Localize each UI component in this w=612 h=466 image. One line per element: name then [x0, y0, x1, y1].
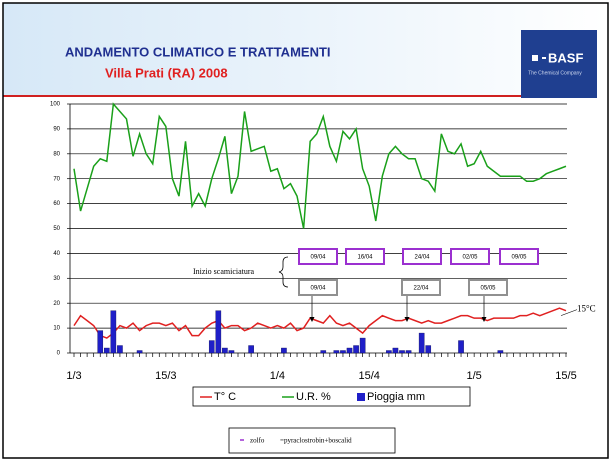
logo-name: BASF: [548, 50, 583, 65]
y-tick-label: 90: [53, 126, 60, 132]
zolfo-date: 16/04: [357, 255, 373, 261]
bar: [346, 347, 353, 354]
bar: [333, 350, 340, 354]
bar: [136, 350, 143, 354]
reference-line: [560, 309, 578, 316]
legend-label: U.R. %: [296, 391, 331, 403]
x-tick-label: 15/4: [358, 370, 379, 382]
bar: [405, 350, 412, 354]
bar: [97, 330, 104, 354]
bar: [392, 347, 399, 354]
zolfo-box: [499, 248, 539, 265]
x-tick-label: 15/3: [155, 370, 176, 382]
x-tick-label: 1/5: [467, 370, 482, 382]
bar: [228, 350, 235, 354]
arrow-head: [309, 317, 315, 322]
zolfo-box: [345, 248, 385, 265]
y-tick-label: 40: [53, 251, 60, 257]
bar: [340, 350, 346, 354]
zolfo-box: [450, 248, 490, 265]
zolfo-box: [298, 248, 338, 265]
logo-tagline: The Chemical Company: [528, 70, 582, 76]
bar: [399, 350, 405, 354]
bar: [215, 310, 222, 354]
treatment-label: =pyraclostrobin+boscalid: [280, 437, 352, 445]
pyra-date: 22/04: [413, 286, 429, 292]
bar: [208, 340, 215, 354]
pyra-box: [401, 279, 441, 296]
y-tick-label: 60: [53, 201, 60, 207]
bar: [458, 340, 464, 354]
y-tick-label: 0: [57, 351, 61, 357]
bar: [320, 350, 327, 354]
y-tick-label: 50: [53, 226, 60, 232]
legend-box: [192, 386, 471, 407]
bar: [248, 345, 254, 354]
series-line: [73, 102, 567, 229]
y-tick-label: 30: [53, 276, 60, 282]
chart-subtitle: Villa Prati (RA) 2008: [105, 65, 228, 80]
legend-label: T° C: [214, 391, 236, 403]
pyra-box: [298, 279, 338, 296]
treatment-label: zolfo: [250, 437, 265, 445]
zolfo-date: 09/04: [310, 255, 326, 261]
bar: [353, 345, 359, 354]
logo-box: [521, 30, 597, 98]
brace: [278, 256, 289, 288]
bar: [281, 347, 287, 354]
zolfo-box: [402, 248, 442, 265]
chart-title: ANDAMENTO CLIMATICO E TRATTAMENTI: [65, 44, 331, 59]
zolfo-date: 02/05: [462, 255, 478, 261]
bar: [110, 310, 117, 354]
x-tick-label: 1/4: [270, 370, 285, 382]
arrow-head: [404, 317, 410, 322]
y-tick-label: 20: [53, 301, 60, 307]
bar: [418, 332, 425, 354]
slide-frame: [2, 2, 609, 459]
x-tick-label: 1/3: [66, 370, 81, 382]
header-rule: [3, 95, 523, 97]
legend-label: Pioggia mm: [367, 391, 425, 403]
bar: [359, 337, 366, 354]
zolfo-date: 09/05: [511, 255, 527, 261]
y-tick-label: 100: [50, 102, 61, 108]
y-tick-label: 80: [53, 151, 60, 157]
bar: [222, 347, 228, 354]
pyra-box: [468, 279, 508, 296]
bar: [117, 345, 123, 354]
stage-label: Inizio scamiciatura: [193, 267, 255, 276]
bar: [425, 345, 432, 354]
bar: [497, 350, 504, 354]
x-tick-label: 15/5: [555, 370, 576, 382]
pyra-date: 09/04: [310, 286, 326, 292]
treatment-legend-box: [228, 427, 396, 454]
reference-label: 15°C: [577, 304, 596, 314]
header: [3, 3, 608, 97]
y-tick-label: 70: [53, 176, 60, 182]
legend-swatch: [357, 393, 365, 401]
pyra-date: 05/05: [480, 286, 496, 292]
logo-square: [532, 55, 538, 61]
bar: [103, 347, 110, 354]
y-tick-label: 10: [53, 326, 60, 332]
bar: [386, 350, 392, 354]
arrow-head: [481, 317, 487, 322]
zolfo-date: 24/04: [414, 255, 430, 261]
logo-dash: [542, 57, 546, 59]
